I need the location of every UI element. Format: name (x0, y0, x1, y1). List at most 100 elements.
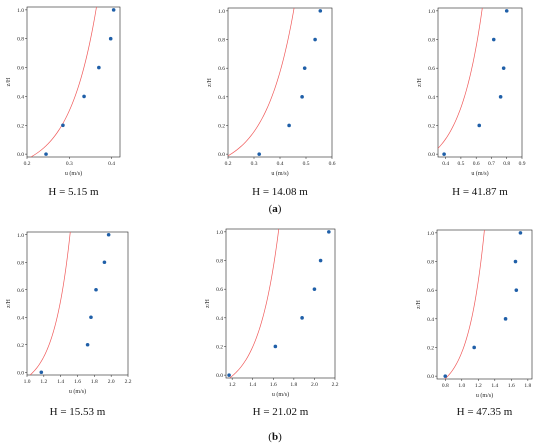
y-tick-label: 0.6 (17, 288, 24, 294)
data-point (227, 373, 231, 377)
x-tick-label: 0.2 (225, 161, 232, 167)
data-point (106, 232, 111, 237)
y-tick-label: 0.0 (17, 152, 24, 158)
y-tick-label: 0.4 (427, 317, 434, 323)
panel-caption: H = 47.35 m (457, 406, 513, 418)
y-tick-label: 1.0 (17, 233, 24, 239)
y-axis-label: z/H (6, 77, 12, 86)
y-axis-label: z/H (6, 299, 12, 308)
y-tick-label: 0.8 (218, 38, 225, 44)
x-tick-label: 0.6 (473, 161, 480, 167)
data-point (108, 36, 113, 41)
row-label-a: (a) (269, 203, 282, 215)
x-tick-label: 2.2 (332, 382, 339, 388)
plot-frame (437, 7, 523, 158)
panel-caption: H = 14.08 m (252, 186, 308, 198)
y-tick-label: 0.4 (218, 95, 225, 101)
chart-panel-1: 0.2 0.3 0.40.00.20.40.60.81.0u (m/s)z/HH =… (6, 6, 121, 198)
data-point (82, 94, 86, 99)
data-point (318, 9, 323, 13)
y-tick-label: 0.0 (428, 152, 435, 158)
x-tick-label: 0.9 (519, 161, 526, 167)
x-axis-label: u (m/s) (69, 388, 86, 395)
y-tick-label: 0.2 (218, 123, 225, 129)
y-tick-label: 0.4 (216, 316, 223, 322)
y-axis-label: z/H (207, 78, 213, 87)
y-tick-label: 0.0 (17, 370, 24, 376)
plot-frame (227, 7, 333, 158)
data-point (300, 95, 304, 99)
chart-panel-4: 1.0 1.2 1.4 1.6 1.8 2.0 2.2 0.0 0.2 0.4 0.6 0.8 1.0 u… (6, 231, 132, 418)
data-point (313, 37, 317, 42)
data-point (273, 344, 278, 349)
x-tick-label: 1.4 (491, 383, 498, 389)
fit-curve (229, 229, 280, 378)
x-axis-label: u (m/s) (271, 170, 288, 177)
x-tick-label: 1.8 (290, 382, 297, 388)
y-tick-label: 0.6 (428, 66, 435, 72)
x-tick-label: 1.2 (475, 383, 482, 389)
x-tick-label: 1.6 (74, 379, 81, 385)
data-point (287, 123, 291, 128)
x-tick-label: 0.7 (488, 161, 495, 167)
x-tick-label: 1.0 (24, 379, 31, 385)
x-tick-label: 1.6 (508, 383, 515, 389)
x-tick-label: 1.8 (524, 383, 531, 389)
data-point (518, 231, 523, 235)
fit-curve (228, 8, 295, 157)
y-tick-label: 1.0 (428, 9, 435, 15)
y-tick-label: 0.0 (216, 373, 223, 379)
plot-frame (225, 228, 336, 379)
chart-panel-2: 0.2 0.3 0.4 0.5 0.60.00.20.40.60.81.0u (m/s)… (207, 7, 336, 198)
y-tick-label: 0.8 (216, 259, 223, 265)
data-point (89, 315, 93, 320)
x-tick-label: 1.2 (40, 379, 47, 385)
y-tick-label: 0.2 (17, 343, 24, 349)
data-point (85, 342, 90, 347)
y-tick-label: 0.2 (427, 345, 434, 351)
x-tick-label: 0.4 (108, 161, 115, 167)
y-tick-label: 0.2 (428, 123, 435, 129)
x-axis-label: u (m/s) (65, 170, 82, 177)
x-tick-label: 0.8 (503, 161, 510, 167)
fit-curve (444, 230, 485, 379)
data-point (477, 123, 482, 128)
data-point (102, 260, 107, 265)
y-tick-label: 0.2 (17, 123, 24, 129)
panel-caption: H = 5.15 m (48, 186, 99, 198)
data-point (44, 152, 48, 156)
x-axis-label: u (m/s) (272, 391, 289, 398)
data-point (97, 65, 101, 70)
x-tick-label: 1.4 (249, 382, 256, 388)
chart-panel-3: 0.4 0.5 0.6 0.7 0.8 0.9 0.0 0.2 0.4 0.6 0.8 1.0 u (m… (417, 7, 526, 198)
data-point (504, 9, 509, 13)
data-point (300, 316, 304, 320)
y-tick-label: 0.6 (218, 66, 225, 72)
y-tick-label: 0.0 (218, 152, 225, 158)
data-point (111, 8, 116, 12)
x-tick-label: 1.4 (57, 379, 64, 385)
data-point (327, 230, 331, 234)
fit-curve (29, 232, 71, 375)
data-point (503, 317, 508, 321)
x-tick-label: 0.5 (457, 161, 464, 167)
x-tick-label: 2.2 (125, 379, 132, 385)
y-tick-label: 0.8 (17, 37, 24, 43)
y-tick-label: 0.0 (427, 374, 434, 380)
x-tick-label: 2.0 (108, 379, 115, 385)
data-point (514, 288, 519, 292)
x-tick-label: 0.6 (329, 161, 336, 167)
x-tick-label: 1.6 (270, 382, 277, 388)
x-tick-label: 0.4 (277, 161, 284, 167)
data-point (513, 259, 518, 264)
y-tick-label: 0.4 (17, 315, 24, 321)
data-point (443, 374, 448, 378)
y-tick-label: 0.8 (17, 260, 24, 266)
x-axis-label: u (m/s) (476, 392, 493, 399)
chart-panel-6: 0.8 1.0 1.2 1.4 1.6 1.8 0.0 0.2 0.4 0.6 0.8 1.0 u (m… (416, 229, 533, 418)
panel-caption: H = 15.53 m (50, 406, 106, 418)
y-tick-label: 1.0 (17, 8, 24, 14)
plot-frame (26, 231, 129, 376)
data-point (312, 287, 317, 291)
y-tick-label: 1.0 (216, 230, 223, 236)
